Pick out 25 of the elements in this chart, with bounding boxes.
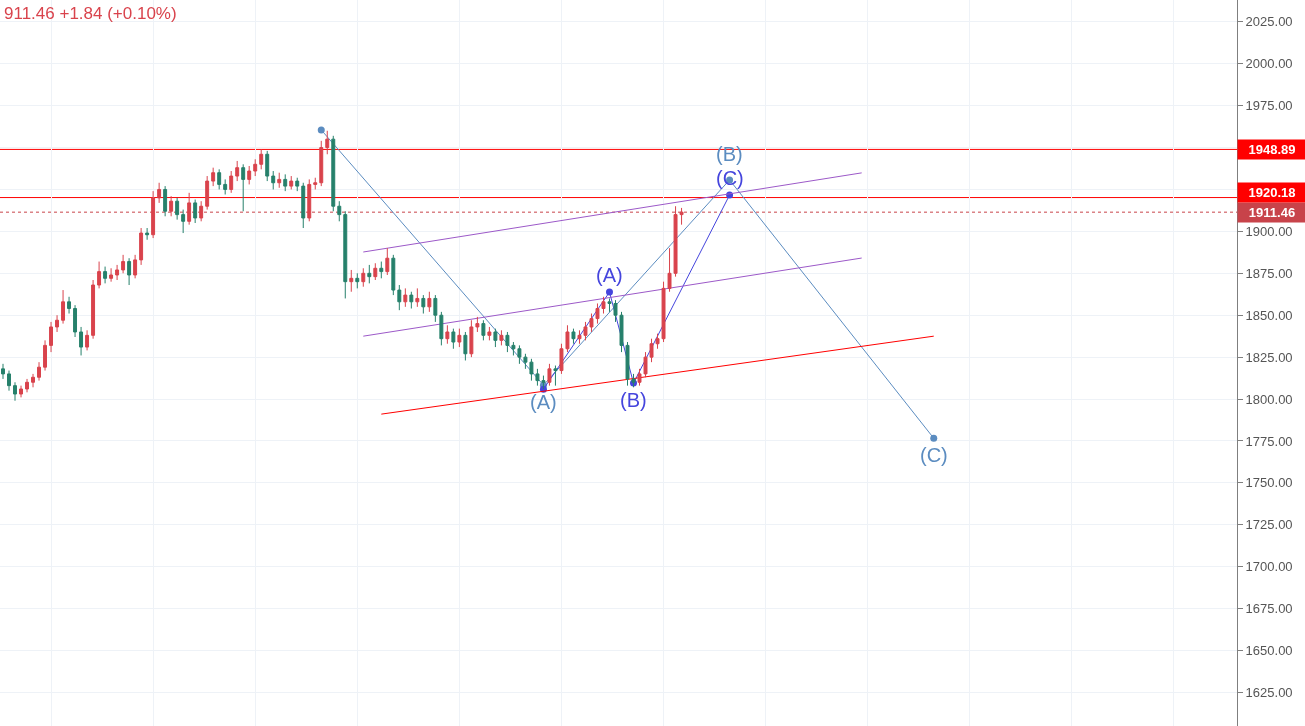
y-tick-label: 1725.00 <box>1245 517 1293 533</box>
y-tick-label: 1875.00 <box>1245 265 1293 281</box>
y-tick-label: 1700.00 <box>1245 559 1293 575</box>
ref-line-label: 1948.89 <box>1248 142 1296 157</box>
data-label: (C) <box>920 444 948 466</box>
y-tick-label: 1900.00 <box>1245 223 1293 239</box>
y-tick-label: 1800.00 <box>1245 391 1293 407</box>
y-tick-label: 1825.00 <box>1245 349 1293 365</box>
data-label: (C) <box>716 167 744 189</box>
y-tick-label: 2000.00 <box>1245 56 1293 72</box>
y-tick-label: 1975.00 <box>1245 98 1293 114</box>
ref-line-label: 1911.46 <box>1248 205 1296 220</box>
y-tick-label: 1775.00 <box>1245 433 1293 449</box>
y-tick-label: 1675.00 <box>1245 601 1293 617</box>
ref-line-label: 1920.18 <box>1248 185 1296 200</box>
y-tick-label: 1625.00 <box>1245 685 1293 701</box>
annotation: 911.46 +1.84 (+0.10%) <box>4 4 177 23</box>
data-label: (B) <box>716 143 743 165</box>
y-tick-label: 1850.00 <box>1245 307 1293 323</box>
data-label: (B) <box>620 389 647 411</box>
y-tick-label: 1650.00 <box>1245 643 1293 659</box>
data-label: (A) <box>596 264 623 286</box>
data-label: (A) <box>530 391 557 413</box>
y-tick-label: 2025.00 <box>1245 14 1293 30</box>
y-tick-label: 1750.00 <box>1245 475 1293 491</box>
